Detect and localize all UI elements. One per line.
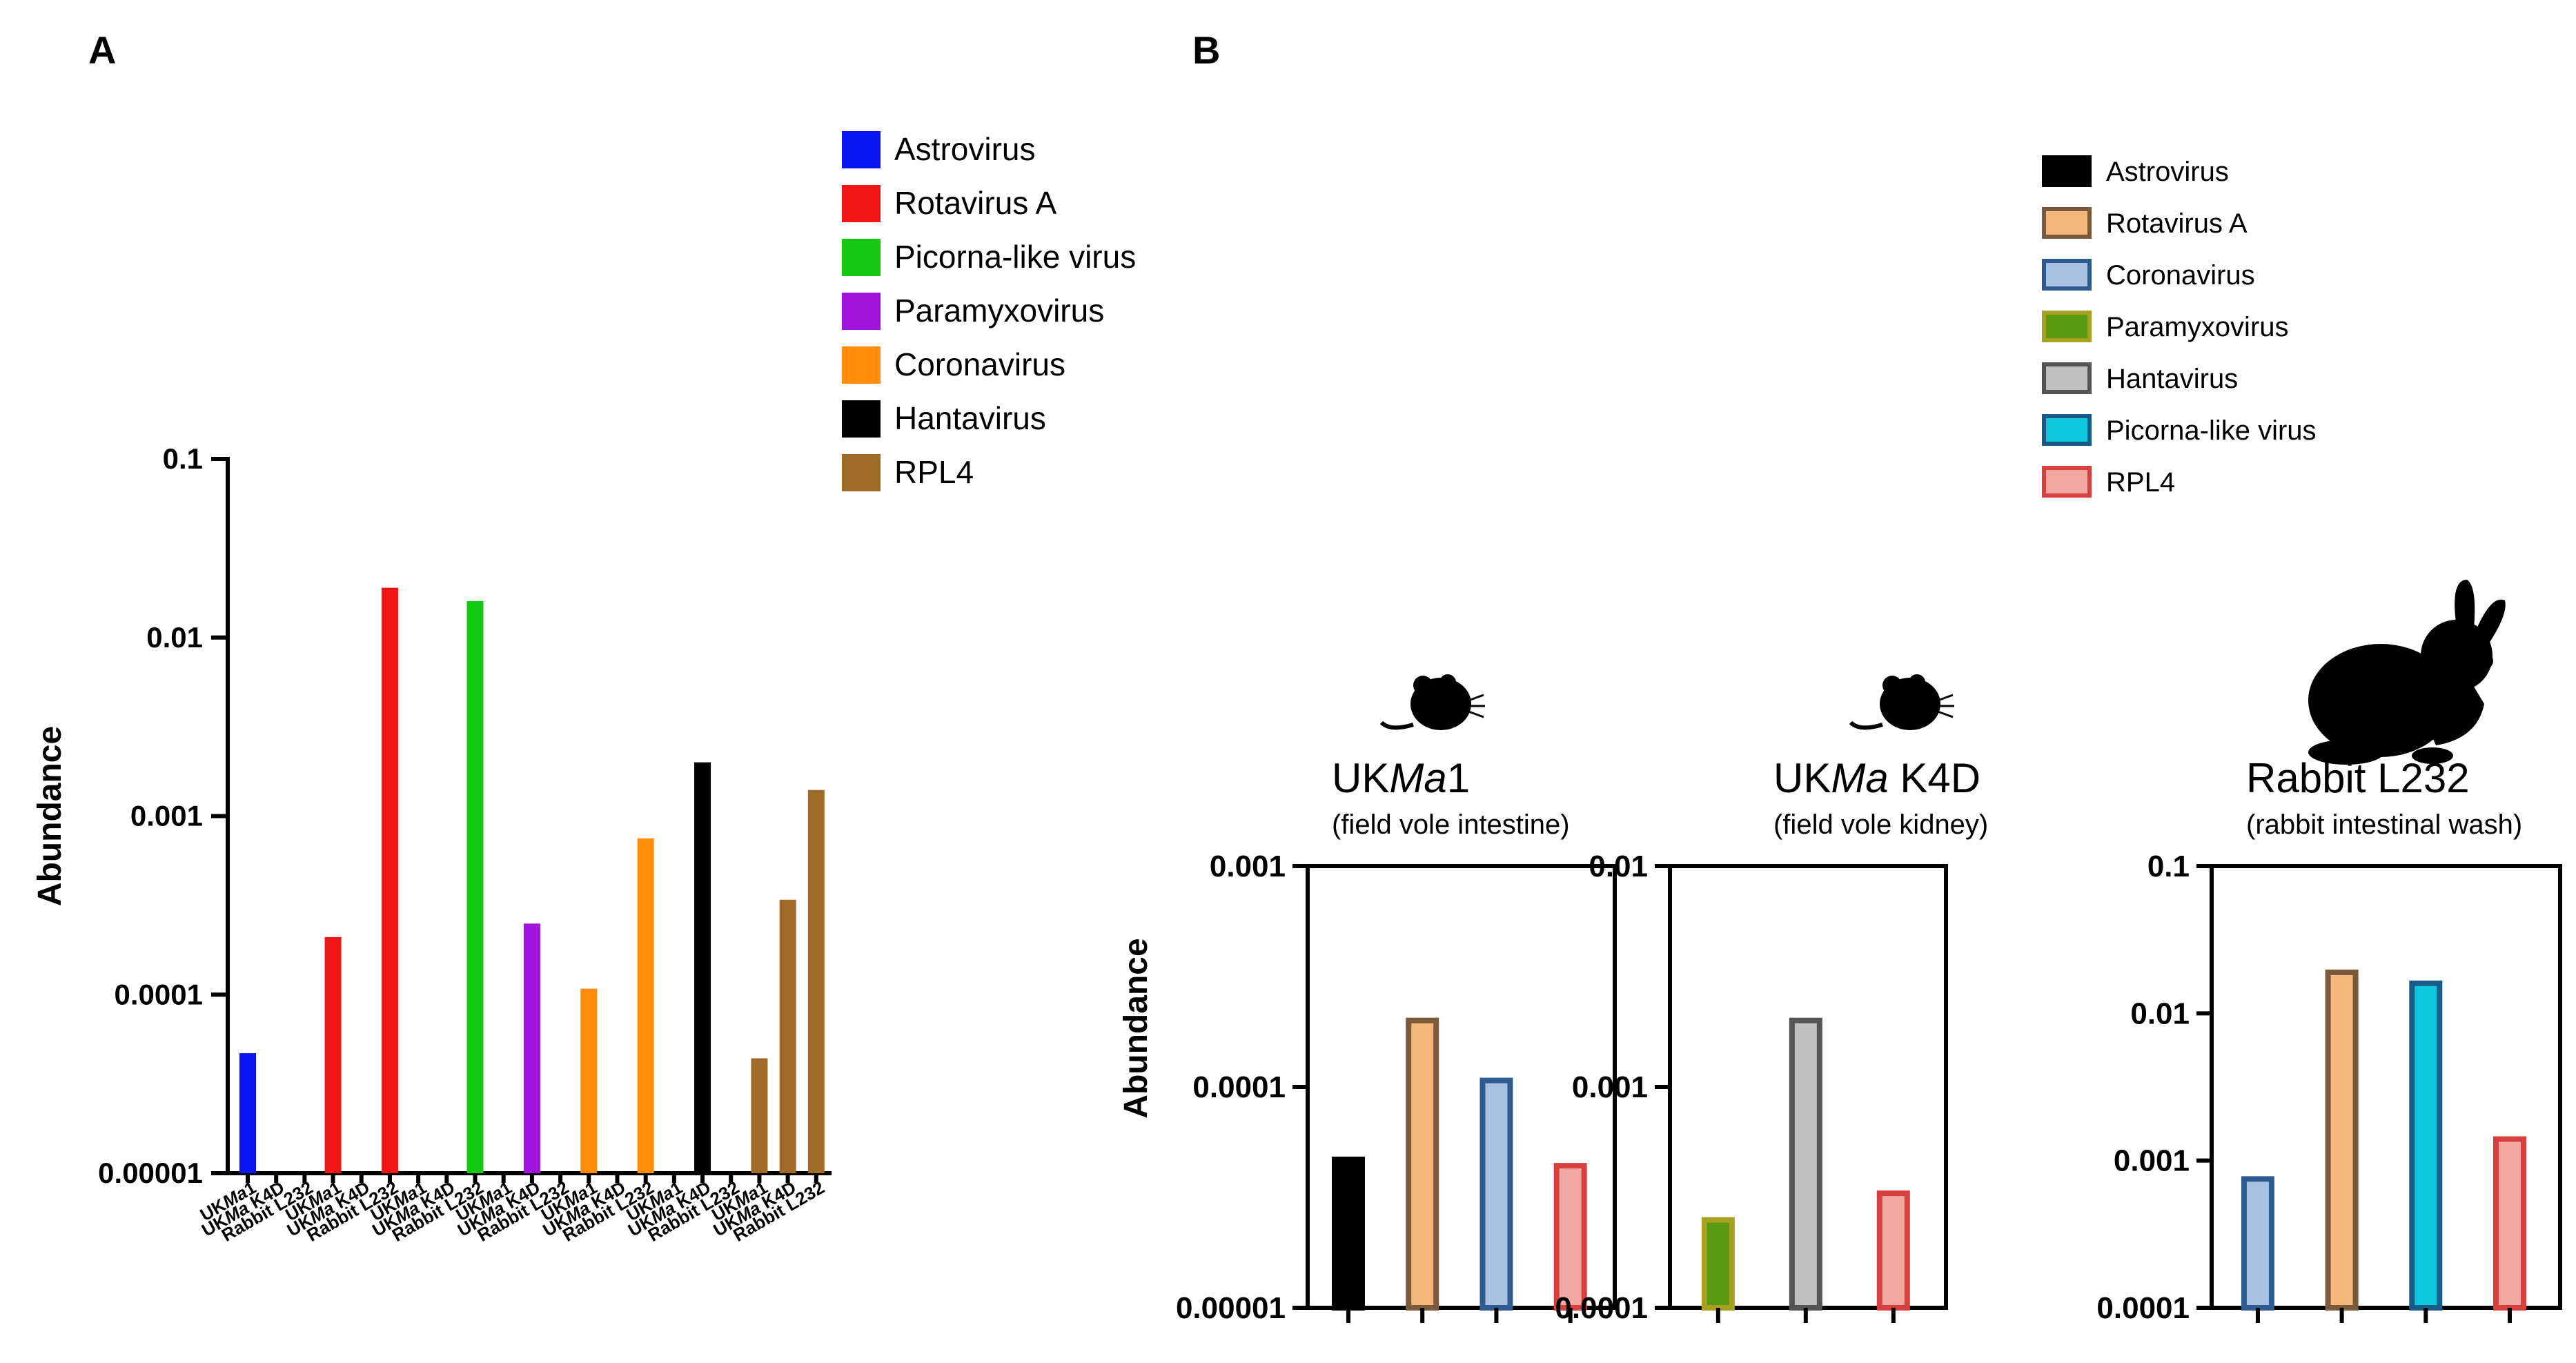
bar: [637, 838, 654, 1173]
panel-label-b: B: [1192, 28, 1220, 72]
bar: [779, 899, 796, 1173]
legend-label: Picorna-like virus: [2106, 415, 2317, 446]
bar: [239, 1053, 256, 1173]
legend-swatch: [2042, 155, 2092, 187]
bar: [2409, 980, 2443, 1311]
bar: [1406, 1017, 1439, 1311]
bar: [807, 790, 825, 1173]
legend-swatch: [2042, 466, 2092, 498]
y-tick-label: 0.001: [130, 800, 203, 832]
y-tick-label: 0.0001: [1192, 1070, 1286, 1104]
y-tick-label: 0.001: [2114, 1144, 2190, 1178]
field-vole-icon: [1379, 674, 1485, 730]
subplot-2: UKMa K4D (field vole kidney) 0.0001 0.001 0.…: [1555, 755, 1988, 1325]
legend-label: Coronavirus: [894, 346, 1065, 382]
bar: [466, 600, 484, 1173]
bar: [1701, 1217, 1735, 1311]
legend-label: RPL4: [894, 454, 974, 490]
subplot-1: UKMa1 (field vole intestine) 0.00001 0.0001…: [1176, 755, 1617, 1325]
legend-swatch: [2042, 414, 2092, 446]
bar: [2493, 1136, 2526, 1311]
legend-label: Rotavirus A: [2106, 208, 2248, 239]
y-tick-label: 0.1: [2147, 850, 2190, 883]
subplot-title: UKMa K4D: [1773, 755, 1980, 801]
legend-label: Coronavirus: [2106, 260, 2255, 291]
legend-label: RPL4: [2106, 467, 2175, 498]
legend-swatch: [2042, 362, 2092, 394]
bar: [580, 988, 598, 1173]
legend-swatch: [842, 131, 881, 168]
legend-swatch: [842, 400, 881, 438]
legend-swatch: [842, 454, 881, 491]
y-tick-label: 0.00001: [1176, 1291, 1286, 1325]
bar: [523, 923, 540, 1173]
y-axis-label: Abundance: [1118, 938, 1154, 1118]
y-tick-label: 0.0001: [115, 978, 203, 1010]
y-tick-label: 0.1: [163, 442, 203, 475]
subplot-subtitle: (field vole intestine): [1332, 810, 1570, 840]
y-tick-label: 0.001: [1572, 1070, 1648, 1104]
legend-label: Paramyxovirus: [894, 293, 1104, 329]
legend-swatch: [842, 239, 881, 276]
panel-label-a: A: [88, 28, 116, 72]
legend-swatch: [2042, 207, 2092, 239]
y-tick-label: 0.0001: [1555, 1291, 1648, 1325]
legend-label: Astrovirus: [894, 131, 1035, 167]
legend-swatch: [2042, 259, 2092, 291]
legend-swatch: [842, 346, 881, 384]
panel-a-chart: 0.000010.00010.0010.010.1AbundanceUKMa1U…: [32, 442, 832, 1246]
field-vole-icon: [1849, 674, 1954, 730]
legend-label: Astrovirus: [2106, 157, 2229, 187]
bar: [2241, 1176, 2274, 1311]
bar: [381, 587, 398, 1173]
panel-a-legend: Astrovirus Rotavirus A Picorna-like virus P…: [842, 131, 1136, 491]
panel-b-charts: Abundance UKMa1 (field vole intestine) 0.00…: [1118, 755, 2562, 1325]
bar: [1553, 1163, 1587, 1311]
subplot-title: UKMa1: [1332, 755, 1470, 801]
legend-label: Hantavirus: [2106, 364, 2238, 394]
panel-b-legend: Astrovirus Rotavirus A Coronavirus Paramyxo…: [2042, 155, 2317, 498]
legend-label: Paramyxovirus: [2106, 312, 2289, 342]
bar: [1479, 1077, 1513, 1311]
y-tick-label: 0.0001: [2096, 1291, 2190, 1325]
legend-swatch: [842, 185, 881, 222]
legend-label: Hantavirus: [894, 400, 1046, 436]
bar: [694, 762, 711, 1173]
legend-label: Rotavirus A: [894, 185, 1057, 221]
y-tick-label: 0.001: [1210, 850, 1286, 883]
rabbit-icon: [2308, 580, 2506, 765]
legend-label: Picorna-like virus: [894, 239, 1136, 275]
y-tick-label: 0.00001: [98, 1157, 203, 1189]
legend-swatch: [2042, 311, 2092, 342]
y-axis-label: Abundance: [32, 726, 68, 906]
bar: [2325, 969, 2359, 1311]
bar: [324, 937, 342, 1173]
y-tick-label: 0.01: [146, 621, 203, 654]
bar: [1876, 1190, 1910, 1311]
subplot-3: Rabbit L232(rabbit intestinal wash)0.000…: [2096, 755, 2562, 1325]
y-tick-label: 0.01: [1589, 850, 1648, 883]
bar: [1789, 1017, 1822, 1311]
y-tick-label: 0.01: [2130, 997, 2190, 1030]
bar: [1331, 1156, 1365, 1311]
subplot-subtitle: (rabbit intestinal wash): [2246, 810, 2522, 840]
subplot-subtitle: (field vole kidney): [1773, 810, 1988, 840]
legend-swatch: [842, 293, 881, 330]
plot-frame: [2210, 864, 2562, 1310]
bar: [751, 1058, 768, 1173]
